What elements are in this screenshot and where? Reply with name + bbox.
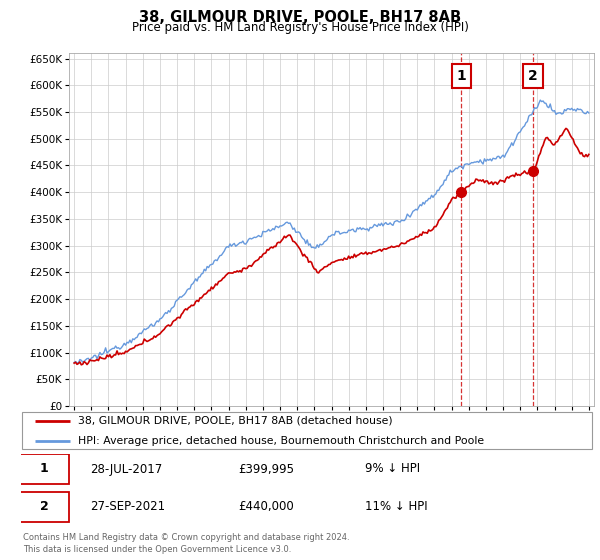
Text: 2: 2 bbox=[528, 69, 538, 83]
Text: £399,995: £399,995 bbox=[239, 463, 295, 475]
FancyBboxPatch shape bbox=[20, 454, 68, 484]
Text: 27-SEP-2021: 27-SEP-2021 bbox=[90, 500, 165, 514]
Text: 11% ↓ HPI: 11% ↓ HPI bbox=[365, 500, 427, 514]
Text: This data is licensed under the Open Government Licence v3.0.: This data is licensed under the Open Gov… bbox=[23, 545, 291, 554]
Text: Price paid vs. HM Land Registry's House Price Index (HPI): Price paid vs. HM Land Registry's House … bbox=[131, 21, 469, 34]
FancyBboxPatch shape bbox=[22, 412, 592, 449]
Text: 38, GILMOUR DRIVE, POOLE, BH17 8AB: 38, GILMOUR DRIVE, POOLE, BH17 8AB bbox=[139, 10, 461, 25]
Text: 1: 1 bbox=[457, 69, 466, 83]
Text: 28-JUL-2017: 28-JUL-2017 bbox=[90, 463, 162, 475]
Text: 2: 2 bbox=[40, 500, 48, 514]
Text: 38, GILMOUR DRIVE, POOLE, BH17 8AB (detached house): 38, GILMOUR DRIVE, POOLE, BH17 8AB (deta… bbox=[79, 416, 393, 426]
Text: Contains HM Land Registry data © Crown copyright and database right 2024.: Contains HM Land Registry data © Crown c… bbox=[23, 533, 349, 542]
Text: 1: 1 bbox=[40, 463, 48, 475]
Text: 9% ↓ HPI: 9% ↓ HPI bbox=[365, 463, 420, 475]
Text: £440,000: £440,000 bbox=[239, 500, 295, 514]
FancyBboxPatch shape bbox=[20, 492, 68, 521]
Text: HPI: Average price, detached house, Bournemouth Christchurch and Poole: HPI: Average price, detached house, Bour… bbox=[79, 436, 484, 446]
